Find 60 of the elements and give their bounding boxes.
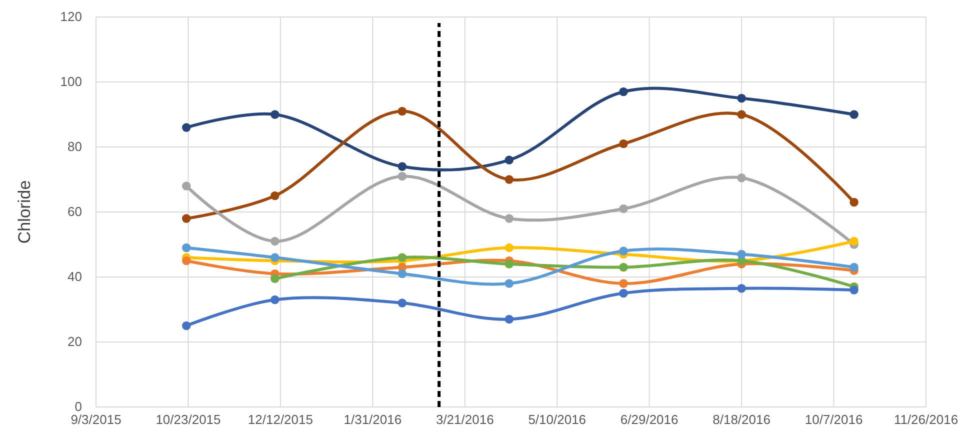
point: [398, 253, 407, 262]
point: [619, 139, 628, 148]
point: [182, 243, 191, 252]
x-tick-label: 3/21/2016: [436, 412, 494, 428]
point: [182, 321, 191, 330]
y-tick-label: 100: [60, 74, 82, 90]
x-tick-label: 12/12/2015: [248, 412, 313, 428]
point: [270, 236, 280, 246]
y-tick-label: 20: [68, 334, 82, 350]
y-tick-label: 40: [68, 269, 82, 284]
point: [850, 262, 858, 272]
x-tick-label: 5/10/2016: [528, 412, 586, 428]
point: [619, 204, 628, 214]
x-tick-label: 8/18/2016: [712, 412, 770, 428]
point: [619, 288, 628, 298]
point: [270, 295, 280, 304]
point: [850, 198, 858, 207]
point: [182, 182, 191, 190]
point: [619, 279, 628, 288]
point: [182, 214, 191, 223]
point: [504, 214, 514, 223]
y-tick-label: 0: [74, 399, 82, 414]
point: [504, 243, 514, 252]
point: [398, 269, 407, 278]
point: [398, 106, 407, 116]
point: [619, 87, 628, 96]
x-tick-label: 11/26/2016: [894, 412, 958, 428]
point: [504, 279, 514, 288]
point: [182, 123, 191, 132]
y-tick-label: 120: [60, 9, 82, 24]
point: [182, 256, 191, 266]
point: [504, 314, 514, 324]
point: [270, 191, 280, 200]
point: [737, 110, 746, 119]
point: [270, 253, 280, 262]
point: [850, 236, 858, 246]
x-tick-label: 1/31/2016: [344, 412, 402, 428]
point: [619, 262, 628, 272]
x-tick-label: 9/3/2015: [70, 412, 122, 428]
point: [504, 156, 514, 164]
y-tick-label: 60: [68, 204, 82, 220]
y-axis-title: Chloride: [15, 180, 34, 244]
point: [270, 110, 280, 119]
point: [850, 110, 858, 119]
point: [504, 175, 514, 184]
point: [619, 246, 628, 256]
point: [504, 260, 514, 268]
point: [398, 172, 407, 181]
point: [398, 162, 407, 171]
point: [737, 94, 746, 103]
point: [398, 298, 407, 308]
x-tick-label: 10/23/2015: [156, 412, 221, 428]
point: [850, 286, 858, 294]
x-tick-label: 10/7/2016: [804, 412, 863, 428]
point: [270, 274, 280, 283]
point: [737, 174, 746, 182]
point: [737, 250, 746, 259]
point: [737, 284, 746, 293]
x-tick-label: 6/29/2016: [620, 412, 678, 428]
y-tick-label: 80: [68, 139, 82, 154]
